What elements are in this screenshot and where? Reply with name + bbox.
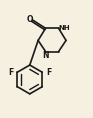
Text: O: O	[27, 15, 33, 24]
Text: F: F	[8, 68, 13, 77]
Text: F: F	[46, 68, 51, 77]
Text: N: N	[42, 51, 48, 60]
Text: NH: NH	[58, 25, 70, 31]
